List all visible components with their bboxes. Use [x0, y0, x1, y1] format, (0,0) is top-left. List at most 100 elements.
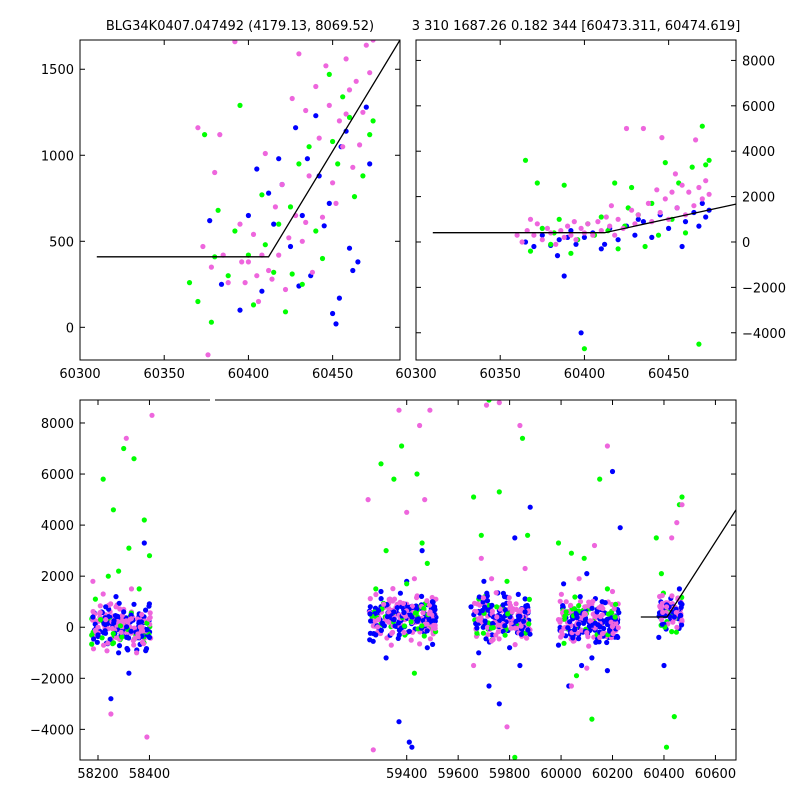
data-point: [396, 407, 402, 413]
data-point: [496, 636, 502, 642]
data-point: [113, 604, 119, 610]
data-point: [282, 309, 289, 315]
data-point: [526, 621, 532, 627]
data-point: [686, 189, 692, 195]
data-point: [269, 276, 275, 282]
data-point: [336, 118, 342, 124]
data-point: [531, 243, 537, 250]
data-point: [146, 634, 153, 641]
data-point: [561, 273, 567, 279]
data-point: [671, 614, 677, 620]
data-point: [608, 619, 614, 625]
data-point: [116, 643, 123, 649]
axis-break: [210, 397, 215, 404]
data-point: [489, 576, 495, 582]
data-point: [679, 502, 685, 508]
y-tick-label: −2000: [30, 672, 74, 687]
data-point: [368, 618, 374, 624]
data-point: [673, 629, 680, 635]
data-point: [527, 248, 534, 254]
data-point: [90, 614, 96, 620]
data-point: [333, 200, 339, 206]
data-point: [110, 507, 116, 513]
data-point: [598, 246, 604, 252]
data-point: [279, 181, 285, 188]
data-point: [534, 221, 540, 227]
data-point: [518, 623, 524, 629]
data-point: [539, 225, 545, 231]
data-point: [386, 619, 392, 625]
data-point: [474, 625, 480, 631]
data-point: [144, 620, 150, 626]
data-point: [527, 216, 534, 222]
data-point: [128, 586, 135, 592]
data-point: [215, 207, 221, 213]
data-point: [271, 221, 277, 227]
data-point: [471, 494, 477, 500]
data-point: [474, 601, 480, 607]
data-point: [316, 135, 322, 141]
data-point: [663, 744, 670, 750]
data-point: [617, 525, 623, 531]
data-point: [306, 173, 312, 179]
data-point: [262, 242, 268, 248]
x-tick-label: 60300: [59, 367, 100, 382]
data-point: [421, 633, 427, 639]
data-point: [504, 724, 510, 730]
data-point: [355, 259, 361, 265]
data-point: [319, 214, 326, 220]
data-point: [640, 125, 647, 132]
data-point: [343, 111, 349, 117]
data-point: [131, 625, 137, 631]
data-point: [110, 631, 116, 637]
data-point: [357, 142, 363, 148]
data-point: [102, 622, 108, 628]
data-point: [474, 630, 480, 636]
data-point: [237, 307, 243, 313]
data-point: [309, 269, 315, 275]
data-point: [512, 625, 518, 631]
data-point: [597, 634, 603, 641]
data-point: [572, 627, 578, 633]
data-point: [589, 716, 595, 722]
data-point: [97, 603, 103, 609]
data-point: [517, 662, 523, 669]
axes-frame: [415, 39, 737, 361]
data-point: [289, 95, 295, 102]
data-point: [389, 630, 395, 637]
data-point: [323, 63, 329, 69]
data-point: [496, 489, 502, 495]
data-point: [699, 200, 705, 206]
data-point: [480, 630, 486, 636]
data-point: [266, 267, 272, 274]
data-point: [662, 160, 668, 166]
data-point: [391, 609, 397, 615]
data-point: [141, 641, 147, 647]
data-point: [367, 637, 373, 643]
y-tick-label: 0: [742, 236, 750, 251]
data-point: [645, 200, 652, 206]
data-point: [232, 228, 238, 234]
data-point: [143, 646, 150, 652]
data-point: [432, 604, 438, 610]
data-point: [563, 609, 569, 615]
data-point: [373, 632, 379, 638]
data-point: [632, 232, 638, 238]
data-point: [594, 609, 600, 615]
data-point: [577, 599, 584, 605]
axes-frame: [79, 39, 401, 361]
data-point: [392, 623, 398, 629]
data-point: [658, 571, 665, 577]
data-point: [703, 162, 709, 168]
data-point: [573, 241, 579, 247]
data-point: [414, 471, 420, 477]
data-point: [107, 636, 113, 643]
data-point: [378, 596, 384, 602]
data-point: [98, 617, 104, 623]
data-point: [473, 609, 479, 615]
data-point: [401, 629, 407, 636]
data-point: [124, 624, 130, 630]
data-point: [496, 400, 502, 406]
data-point: [404, 509, 410, 515]
